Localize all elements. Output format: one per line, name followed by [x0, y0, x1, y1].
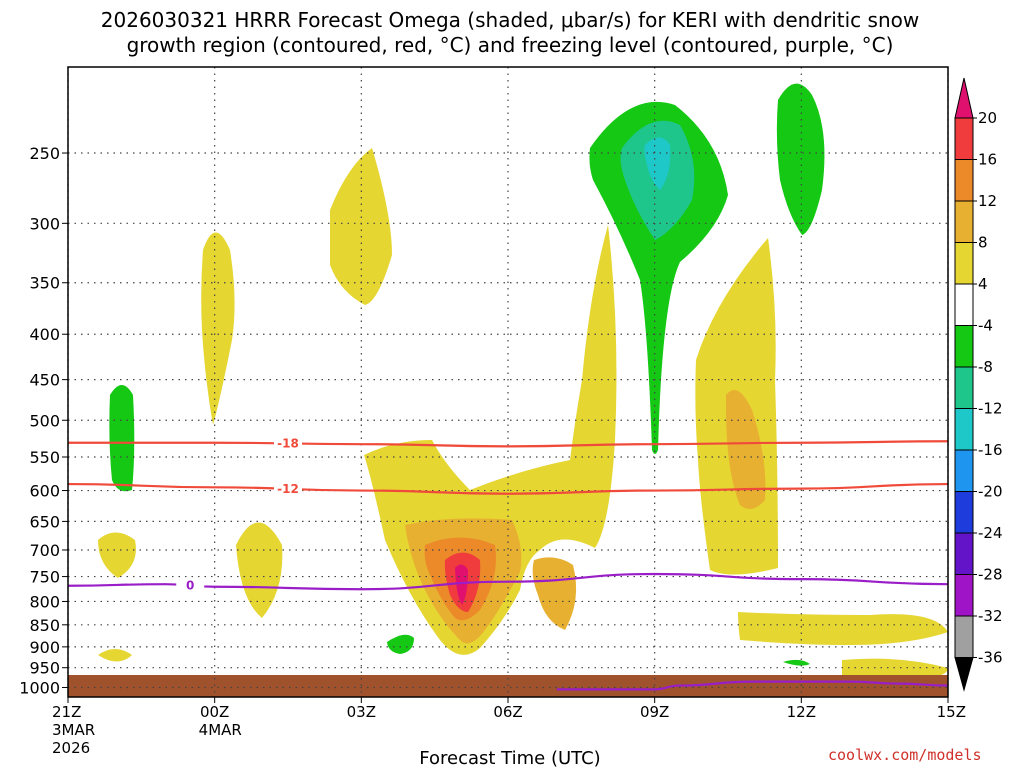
y-tick-label: 800 [29, 592, 60, 611]
y-tick-label: 600 [29, 482, 60, 501]
colorbar-band [954, 615, 974, 658]
omega-upward-core [405, 390, 766, 644]
y-tick-label: 650 [29, 512, 60, 531]
colorbar-label: 4 [978, 275, 988, 293]
omega-region-8 [532, 557, 577, 630]
colorbar-label: 12 [978, 192, 997, 210]
x-tick-date: 3MAR [52, 721, 95, 739]
colorbar-label: 20 [978, 109, 997, 127]
colorbar-band [954, 408, 974, 451]
omega-region-neg12 [644, 137, 671, 190]
y-tick-label: 400 [29, 325, 60, 344]
contour-lines: -18 -12 0 [67, 435, 949, 691]
colorbar-band [954, 325, 974, 368]
y-tick-label: 450 [29, 371, 60, 390]
omega-region-8 [725, 390, 766, 509]
colorbar-band [954, 491, 974, 534]
y-tick-label: 350 [29, 274, 60, 293]
contour-label-bg [176, 577, 205, 594]
y-tick-label: 250 [29, 144, 60, 163]
colorbar-label: -16 [978, 441, 1003, 459]
colorbar-band [954, 574, 974, 617]
x-tick-year: 2026 [52, 739, 90, 757]
colorbar-label: 8 [978, 234, 988, 252]
contour-label: -12 [277, 482, 299, 496]
omega-region-4 [330, 148, 392, 305]
chart-title-line1: 2026030321 HRRR Forecast Omega (shaded, … [101, 8, 919, 32]
omega-region-neg4 [109, 385, 135, 492]
x-tick-date: 4MAR [199, 721, 242, 739]
y-tick-label: 900 [29, 638, 60, 657]
colorbar-band [954, 283, 974, 326]
colorbar-label: 16 [978, 151, 997, 169]
contour-dgz-line [67, 440, 949, 448]
x-tick-label: 21Z [52, 703, 81, 721]
colorbar-label: -4 [978, 317, 993, 335]
chart-title-line2: growth region (contoured, red, °C) and f… [127, 33, 894, 57]
x-tick-label: 03Z [347, 703, 376, 721]
y-tick-label: 700 [29, 541, 60, 560]
y-tick-label: 950 [29, 659, 60, 678]
omega-region-neg4 [387, 634, 414, 654]
colorbar-band [954, 117, 974, 160]
y-tick-label: 550 [29, 448, 60, 467]
colorbar-top-arrow [954, 77, 974, 119]
x-axis-label: Forecast Time (UTC) [419, 748, 600, 768]
colorbar-band [954, 200, 974, 243]
colorbar-label: -20 [978, 483, 1003, 501]
colorbar-bottom-arrow [954, 657, 974, 692]
omega-region-4 [201, 232, 235, 425]
y-tick-label: 500 [29, 411, 60, 430]
credit-link[interactable]: coolwx.com/models [828, 746, 982, 764]
colorbar-band [954, 532, 974, 575]
colorbar-label: -28 [978, 566, 1003, 584]
x-tick-label: 15Z [937, 703, 966, 721]
contour-label-bg [274, 480, 302, 497]
contour-label: -18 [277, 436, 299, 450]
y-tick-label: 300 [29, 214, 60, 233]
omega-region-4 [98, 532, 136, 578]
colorbar-band [954, 366, 974, 409]
omega-region-4 [98, 649, 132, 662]
contour-label-bg [274, 435, 302, 452]
x-tick-label: 12Z [787, 703, 816, 721]
y-tick-label: 1000 [19, 678, 60, 697]
x-tick-label: 00Z [200, 703, 229, 721]
colorbar-label: -12 [978, 400, 1003, 418]
y-tick-label: 750 [29, 568, 60, 587]
contour-dgz-line [67, 482, 949, 495]
colorbar-band [954, 242, 974, 285]
colorbar-label: -36 [978, 649, 1003, 667]
y-tick-label: 850 [29, 616, 60, 635]
contour-freezing-line [556, 680, 949, 691]
omega-region-4 [236, 522, 283, 618]
colorbar-label: -24 [978, 524, 1003, 542]
colorbar-band [954, 159, 974, 202]
y-axis-ticks: 250 300 350 400 450 500 550 600 650 700 750 800 850 9… [19, 144, 68, 697]
omega-region-20 [455, 564, 468, 605]
colorbar: 20 16 12 8 4 -4 -8 -12 -16 -20 -24 -28 -32 -36 [954, 77, 1003, 692]
colorbar-label: -32 [978, 607, 1003, 625]
omega-descent-regions [109, 83, 825, 666]
colorbar-label: -8 [978, 358, 993, 376]
contour-label: 0 [186, 578, 194, 592]
omega-region-4 [842, 658, 948, 680]
omega-region-neg4 [783, 659, 810, 666]
x-tick-label: 09Z [640, 703, 669, 721]
omega-region-neg4 [776, 83, 825, 235]
x-tick-label: 06Z [493, 703, 522, 721]
colorbar-band [954, 449, 974, 492]
omega-region-4 [738, 612, 948, 645]
